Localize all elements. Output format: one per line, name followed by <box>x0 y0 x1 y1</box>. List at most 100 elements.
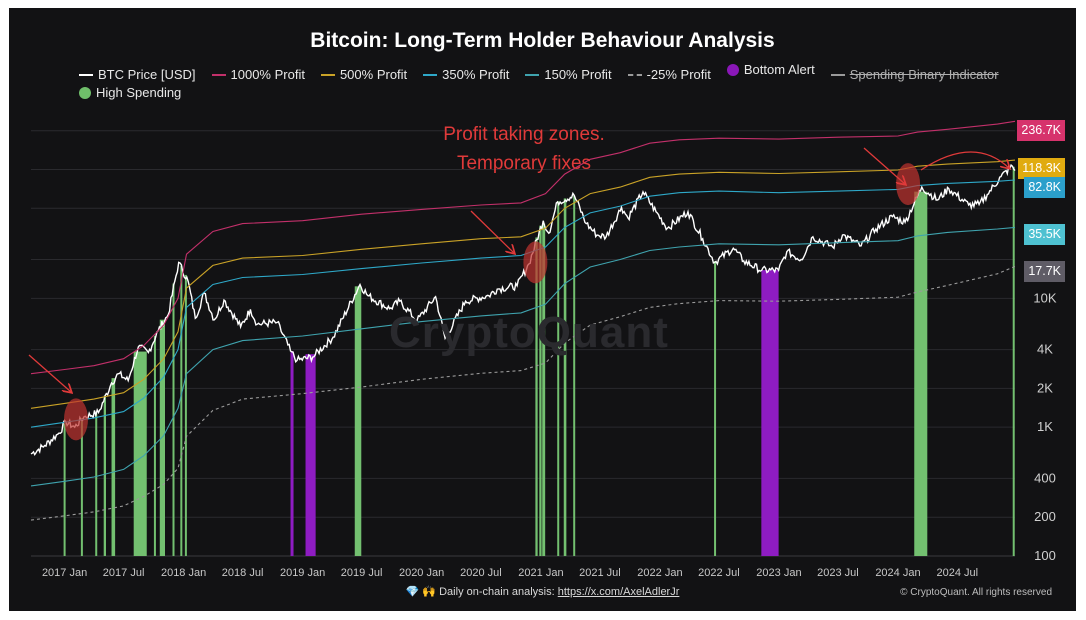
value-tag: 35.5K <box>1024 224 1065 245</box>
series-line-150-profit <box>30 226 1016 487</box>
legend-label: 500% Profit <box>339 67 408 82</box>
high-spending-bar <box>180 265 183 556</box>
chart-frame: 100 200 400 1K 2K 4K 10K 2017 Jan 2017 Jul 2018 J… <box>9 8 1076 611</box>
x-tick-label: 2024 Jan <box>875 567 920 579</box>
series-line-btc-price <box>30 163 1016 456</box>
x-tick-label: 2017 Jan <box>42 567 87 579</box>
high-spending-bar <box>153 335 156 556</box>
legend: BTC Price [USD] 1000% Profit 500% Profit 35… <box>79 61 1039 104</box>
annotation-arrow <box>470 210 514 253</box>
bottom-alert-bar <box>761 270 779 556</box>
series-line-350-profit <box>30 179 1016 428</box>
legend-swatch <box>79 87 91 99</box>
annotation-arrow <box>920 151 1009 171</box>
y-tick-label: 4K <box>1037 342 1053 357</box>
legend-swatch <box>423 74 438 76</box>
high-spending-bar <box>535 237 538 557</box>
bottom-alert-bar <box>305 354 316 556</box>
copyright: © CryptoQuant. All rights reserved <box>900 587 1052 598</box>
x-tick-label: 2020 Jan <box>399 567 444 579</box>
legend-swatch <box>320 74 335 76</box>
y-tick-label: 10K <box>1033 290 1056 305</box>
legend-item[interactable]: Spending Binary Indicator <box>830 66 999 84</box>
legend-item[interactable]: Bottom Alert <box>726 61 815 79</box>
profit-zone-marker <box>523 241 548 284</box>
high-spending-bar <box>542 223 546 557</box>
high-spending-bar <box>714 261 717 556</box>
high-spending-bar <box>103 395 106 556</box>
legend-label: -25% Profit <box>646 67 711 82</box>
series-line--25-profit <box>30 265 1016 521</box>
y-tick-label: 200 <box>1034 509 1056 524</box>
footer-link[interactable]: https://x.com/AxelAdlerJr <box>557 586 680 598</box>
legend-label: High Spending <box>96 85 182 100</box>
annotation-arrow <box>28 354 71 392</box>
legend-label: Spending Binary Indicator <box>849 67 999 82</box>
high-spending-bar <box>914 191 928 556</box>
bottom-alert-bar <box>290 351 294 556</box>
x-tick-label: 2023 Jan <box>756 567 801 579</box>
profit-zone-marker <box>63 398 88 441</box>
x-tick-label: 2018 Jul <box>222 567 264 579</box>
legend-item[interactable]: 350% Profit <box>423 66 509 84</box>
legend-label: 1000% Profit <box>230 67 305 82</box>
high-spending-bar <box>172 283 175 556</box>
legend-label: BTC Price [USD] <box>98 67 196 82</box>
legend-item[interactable]: 500% Profit <box>320 66 408 84</box>
x-tick-label: 2023 Jul <box>817 567 859 579</box>
legend-item[interactable]: -25% Profit <box>627 66 711 84</box>
legend-swatch <box>726 64 739 76</box>
x-tick-label: 2022 Jan <box>637 567 682 579</box>
high-spending-bar <box>95 412 98 556</box>
x-tick-label: 2022 Jul <box>698 567 740 579</box>
x-tick-label: 2024 Jul <box>936 567 978 579</box>
annotation-line-2: Temporary fixes <box>456 153 592 174</box>
high-spending-bar <box>159 319 166 556</box>
annotation-line-1: Profit taking zones. <box>443 124 605 145</box>
legend-item[interactable]: 1000% Profit <box>211 66 305 84</box>
legend-swatch <box>830 74 845 76</box>
high-spending-bar <box>573 195 576 556</box>
x-tick-label: 2017 Jul <box>103 567 145 579</box>
value-tag: 118.3K <box>1018 158 1065 179</box>
high-spending-bar <box>539 225 542 556</box>
x-tick-label: 2021 Jul <box>579 567 621 579</box>
legend-label: 350% Profit <box>442 67 510 82</box>
footer-prefix: 💎 🙌 Daily on-chain analysis: <box>405 586 558 598</box>
value-tag: 236.7K <box>1017 120 1065 141</box>
legend-swatch <box>627 74 642 76</box>
y-tick-label: 400 <box>1034 470 1056 485</box>
high-spending-bar <box>184 274 187 556</box>
watermark: CryptoQuant <box>389 308 669 357</box>
legend-item[interactable]: 150% Profit <box>525 66 612 84</box>
high-spending-bar <box>557 201 560 556</box>
x-tick-label: 2019 Jan <box>280 567 325 579</box>
annotation-arrow <box>863 147 905 184</box>
high-spending-bar <box>1012 166 1015 556</box>
legend-item[interactable]: High Spending <box>79 84 181 102</box>
legend-item[interactable]: BTC Price [USD] <box>79 66 196 84</box>
high-spending-bar <box>563 198 567 556</box>
high-spending-bar <box>80 418 83 556</box>
legend-swatch <box>525 74 540 76</box>
y-tick-label: 1K <box>1037 419 1053 434</box>
chart-area: 100 200 400 1K 2K 4K 10K 2017 Jan 2017 Jul 2018 J… <box>28 120 1057 579</box>
high-spending-bar <box>111 378 116 556</box>
footer: 💎 🙌 Daily on-chain analysis: https://x.c… <box>9 585 1076 598</box>
x-tick-label: 2019 Jul <box>341 567 383 579</box>
legend-swatch <box>79 74 93 76</box>
value-tag: 17.7K <box>1024 261 1065 282</box>
x-tick-label: 2020 Jul <box>460 567 502 579</box>
chart-title: Bitcoin: Long-Term Holder Behaviour Anal… <box>310 29 775 52</box>
high-spending-bar <box>354 286 362 556</box>
legend-label: Bottom Alert <box>743 62 815 77</box>
x-tick-label: 2018 Jan <box>161 567 206 579</box>
series-line-1000-profit <box>30 120 1016 375</box>
x-tick-label: 2021 Jan <box>518 567 563 579</box>
y-tick-label: 100 <box>1034 548 1056 563</box>
profit-zone-marker <box>896 163 921 206</box>
high-spending-bar <box>63 423 66 556</box>
legend-swatch <box>211 74 226 76</box>
profit-zone-annotation: Profit taking zones. Temporary fixes <box>359 120 689 178</box>
y-tick-label: 2K <box>1037 380 1053 395</box>
